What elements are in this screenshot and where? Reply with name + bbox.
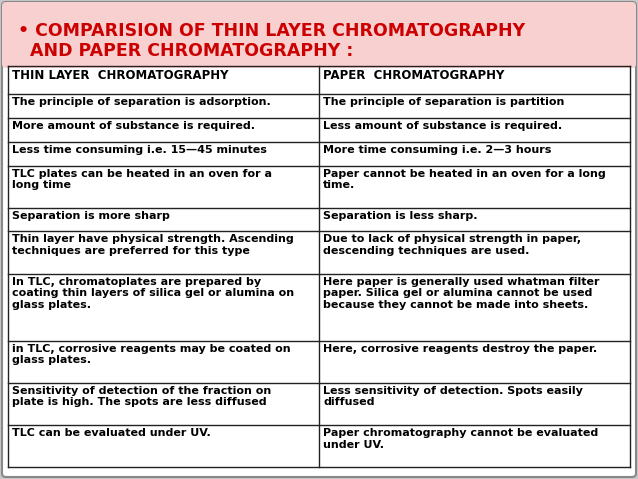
Text: Less time consuming i.e. 15—45 minutes: Less time consuming i.e. 15—45 minutes	[12, 145, 267, 155]
Text: The principle of separation is adsorption.: The principle of separation is adsorptio…	[12, 97, 271, 107]
Text: Paper chromatography cannot be evaluated
under UV.: Paper chromatography cannot be evaluated…	[323, 428, 598, 449]
Text: • COMPARISION OF THIN LAYER CHROMATOGRAPHY: • COMPARISION OF THIN LAYER CHROMATOGRAP…	[18, 22, 525, 40]
Text: Here paper is generally used whatman filter
paper. Silica gel or alumina cannot : Here paper is generally used whatman fil…	[323, 276, 600, 310]
Text: THIN LAYER  CHROMATOGRAPHY: THIN LAYER CHROMATOGRAPHY	[12, 69, 228, 82]
Text: Separation is more sharp: Separation is more sharp	[12, 211, 170, 221]
Bar	[6, 56, 632, 66]
Text: Sensitivity of detection of the fraction on
plate is high. The spots are less di: Sensitivity of detection of the fraction…	[12, 386, 271, 408]
Text: More time consuming i.e. 2—3 hours: More time consuming i.e. 2—3 hours	[323, 145, 551, 155]
Text: Due to lack of physical strength in paper,
descending techniques are used.: Due to lack of physical strength in pape…	[323, 234, 581, 256]
Text: More amount of substance is required.: More amount of substance is required.	[12, 121, 255, 131]
Text: Less sensitivity of detection. Spots easily
diffused: Less sensitivity of detection. Spots eas…	[323, 386, 583, 408]
Text: Here, corrosive reagents destroy the paper.: Here, corrosive reagents destroy the pap…	[323, 344, 597, 354]
Text: Separation is less sharp.: Separation is less sharp.	[323, 211, 477, 221]
Text: Thin layer have physical strength. Ascending
techniques are preferred for this t: Thin layer have physical strength. Ascen…	[12, 234, 293, 256]
Text: TLC plates can be heated in an oven for a
long time: TLC plates can be heated in an oven for …	[12, 169, 272, 190]
Text: AND PAPER CHROMATOGRAPHY :: AND PAPER CHROMATOGRAPHY :	[18, 42, 353, 60]
Text: Less amount of substance is required.: Less amount of substance is required.	[323, 121, 562, 131]
Text: TLC can be evaluated under UV.: TLC can be evaluated under UV.	[12, 428, 211, 438]
Text: The principle of separation is partition: The principle of separation is partition	[323, 97, 565, 107]
Text: In TLC, chromatoplates are prepared by
coating thin layers of silica gel or alum: In TLC, chromatoplates are prepared by c…	[12, 276, 294, 310]
Text: PAPER  CHROMATOGRAPHY: PAPER CHROMATOGRAPHY	[323, 69, 505, 82]
Text: Paper cannot be heated in an oven for a long
time.: Paper cannot be heated in an oven for a …	[323, 169, 605, 190]
FancyBboxPatch shape	[2, 2, 636, 68]
Text: in TLC, corrosive reagents may be coated on
glass plates.: in TLC, corrosive reagents may be coated…	[12, 344, 291, 365]
